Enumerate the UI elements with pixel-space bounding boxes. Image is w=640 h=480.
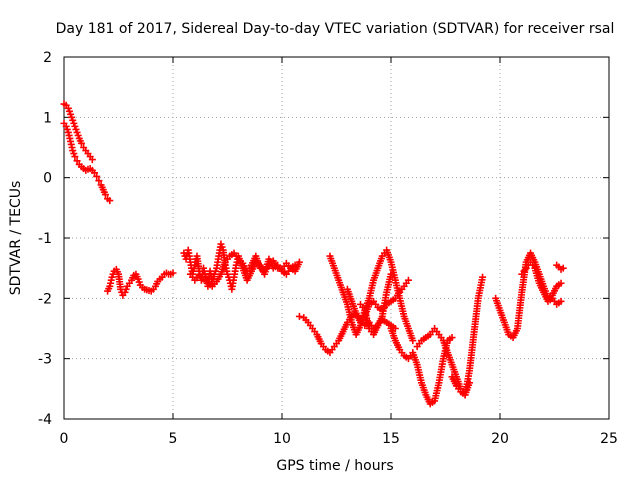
- y-axis-label: SDTVAR / TECUs: [8, 181, 24, 296]
- data-point: [101, 191, 109, 199]
- y-tick-label: 1: [43, 110, 52, 126]
- data-point: [93, 172, 101, 180]
- data-point: [295, 312, 303, 320]
- x-axis-label: GPS time / hours: [276, 458, 393, 474]
- data-point: [448, 334, 456, 342]
- y-tick-label: -2: [38, 291, 52, 307]
- y-tick-label: -1: [38, 231, 52, 247]
- x-tick-label: 10: [273, 431, 291, 447]
- data-point: [106, 197, 114, 205]
- data-point: [409, 337, 417, 345]
- y-tick-label: -3: [38, 352, 52, 368]
- data-point: [88, 156, 96, 164]
- y-tick-labels: 2 1 0 -1 -2 -3 -4: [38, 50, 52, 428]
- data-point: [291, 261, 299, 269]
- y-tick-label: -4: [38, 412, 52, 428]
- x-tick-label: 0: [60, 431, 69, 447]
- x-tick-label: 25: [600, 431, 618, 447]
- data-point: [404, 276, 412, 284]
- data-point: [95, 177, 103, 185]
- y-tick-label: 2: [43, 50, 52, 66]
- data-point: [559, 264, 567, 272]
- x-tick-label: 20: [491, 431, 509, 447]
- data-point: [169, 269, 177, 277]
- data-points: [60, 100, 567, 408]
- y-tick-label: 0: [43, 171, 52, 187]
- plot-frame: [63, 56, 610, 420]
- data-point: [77, 139, 85, 147]
- data-point: [274, 264, 282, 272]
- grid-lines: [64, 57, 609, 419]
- data-point: [557, 297, 565, 305]
- data-point: [73, 157, 81, 165]
- x-tick-label: 5: [169, 431, 178, 447]
- x-tick-label: 15: [382, 431, 400, 447]
- data-point: [91, 169, 99, 177]
- x-tick-labels: 0 5 10 15 20 25: [60, 431, 618, 447]
- data-point: [557, 279, 565, 287]
- data-point: [479, 273, 487, 281]
- data-point: [387, 270, 395, 278]
- data-point: [71, 153, 79, 161]
- data-point: [295, 258, 303, 266]
- chart-title: Day 181 of 2017, Sidereal Day-to-day VTE…: [56, 21, 615, 37]
- data-point: [465, 379, 473, 387]
